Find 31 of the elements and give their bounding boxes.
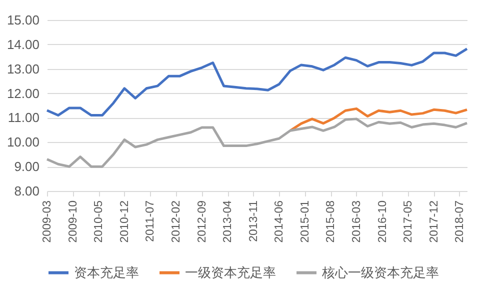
line-series: [46, 118, 468, 168]
x-tick-label: 2012-02: [170, 200, 183, 243]
x-tick-label: 2015-08: [325, 200, 338, 243]
line-series: [46, 48, 468, 117]
line-series: [288, 107, 468, 132]
y-tick-label: 15.00: [6, 12, 40, 28]
x-tick-label: 2015-01: [299, 200, 312, 243]
legend-label: 一级资本充足率: [185, 264, 276, 280]
x-tick-label: 2011-07: [144, 200, 157, 242]
x-tick-label: 2014-06: [274, 200, 286, 243]
y-tick-label: 8.00: [14, 184, 40, 198]
x-tick-label: 2013-04: [222, 200, 234, 243]
x-tick-label: 2010-12: [118, 200, 131, 243]
x-tick-label: 2009-10: [67, 200, 80, 243]
x-tick-label: 2017-05: [402, 200, 414, 243]
x-tick-label: 2017-12: [428, 200, 440, 243]
y-tick-label: 10.00: [6, 134, 40, 150]
x-tick-label: 2018-07: [454, 200, 466, 243]
legend-label: 核心一级资本充足率: [321, 264, 439, 280]
y-tick-label: 14.00: [6, 36, 40, 52]
legend-label: 资本充足率: [74, 264, 139, 280]
x-tick-label: 2016-03: [350, 200, 363, 243]
y-tick-label: 13.00: [6, 61, 40, 76]
x-tick-label: 2009-03: [42, 200, 54, 243]
x-tick-label: 2010-05: [93, 200, 106, 243]
y-tick-label: 9.00: [14, 159, 40, 174]
x-tick-label: 2013-11: [248, 200, 260, 242]
x-tick-label: 2012-09: [196, 200, 208, 243]
y-tick-label: 12.00: [6, 86, 40, 101]
y-tick-label: 11.00: [8, 110, 40, 126]
x-tick-label: 2016-10: [376, 200, 389, 243]
